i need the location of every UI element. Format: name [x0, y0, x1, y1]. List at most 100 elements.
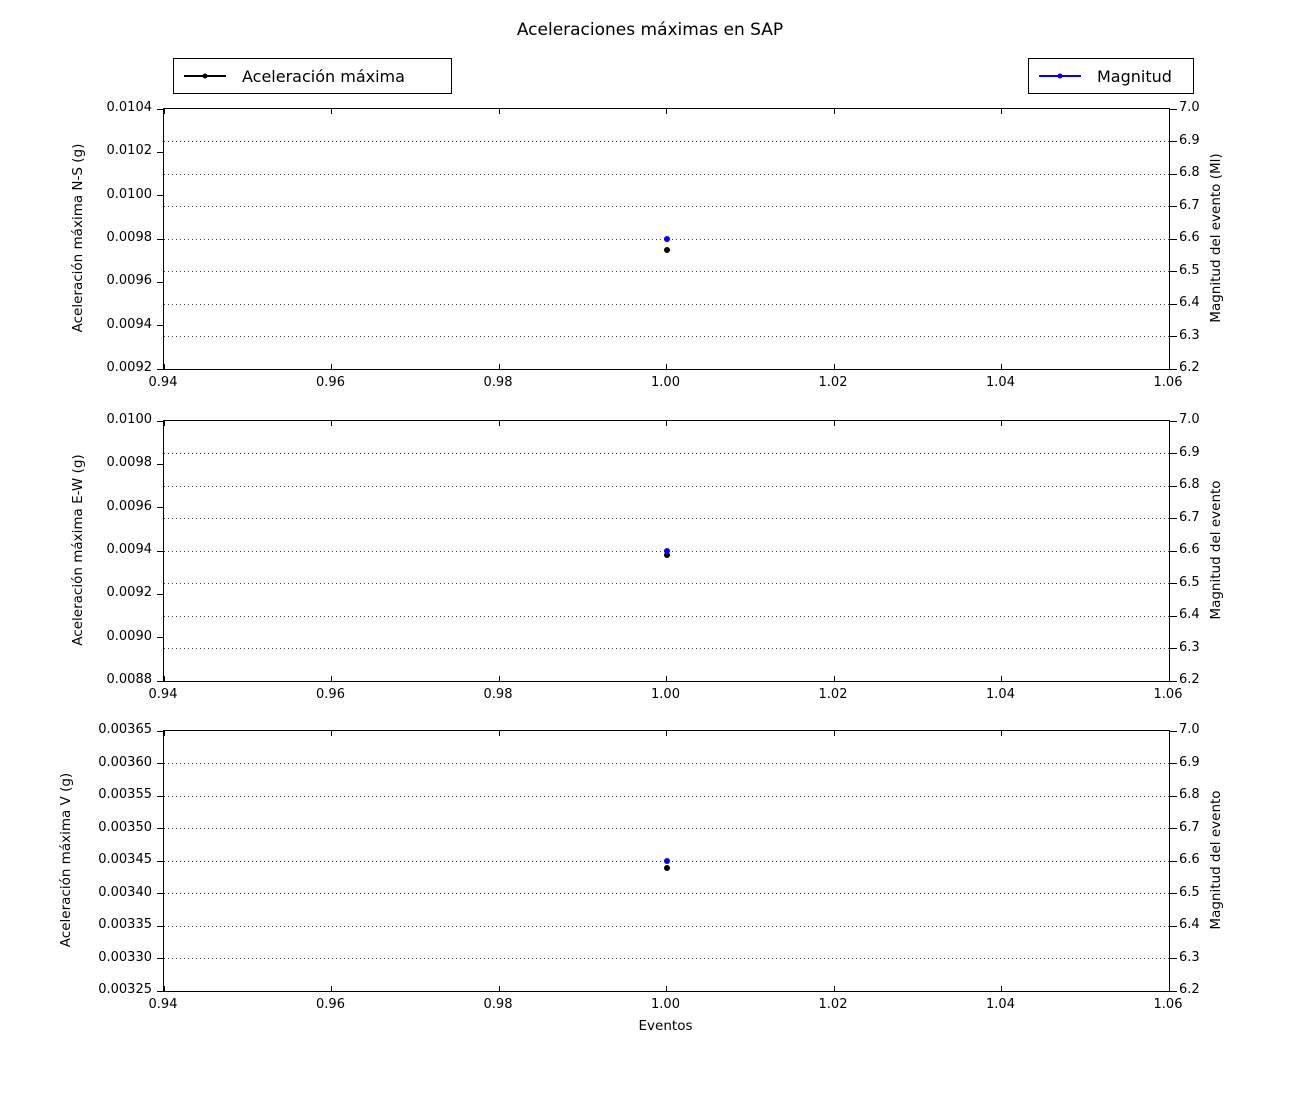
subplot-2 [157, 420, 1177, 682]
magnitude-line-marker-icon [1039, 69, 1081, 83]
y-tick-label-left: 0.00345 [98, 852, 152, 867]
y-tick-label-right: 6.2 [1179, 360, 1200, 375]
y-tick-label-left: 0.0098 [106, 230, 153, 245]
x-tick-top [1168, 109, 1170, 114]
gridline [164, 336, 1169, 337]
y-tick-label-right: 6.9 [1179, 132, 1200, 148]
xlabel-eventos: Eventos [638, 1018, 693, 1034]
gridline [164, 485, 1169, 487]
gridline [164, 958, 1169, 959]
x-tick-top [1001, 421, 1002, 426]
y-tick-label-right: 6.2 [1179, 672, 1200, 687]
y-tick-right [1169, 730, 1177, 732]
subplot-3 [157, 730, 1177, 992]
y-tick-label-right: 7.0 [1179, 100, 1200, 115]
gridline [164, 583, 1169, 584]
y-tick-right [1169, 583, 1177, 584]
y-tick-left [157, 507, 164, 509]
x-tick-label: 1.00 [651, 997, 680, 1012]
y-tick-left [157, 463, 164, 465]
y-tick-left [157, 958, 164, 959]
y-tick-right [1169, 173, 1177, 175]
gridline [164, 925, 1169, 927]
y-tick-label-left: 0.0096 [106, 273, 153, 289]
acceleration-legend-dot [202, 73, 208, 79]
x-tick-top [666, 421, 667, 426]
x-tick-bottom [666, 676, 667, 681]
x-tick-top [666, 109, 667, 114]
x-tick-bottom [833, 364, 835, 369]
gridline [164, 795, 1169, 797]
y-tick-label-left: 0.0098 [106, 455, 153, 471]
y-tick-label-right: 6.6 [1179, 852, 1200, 867]
x-tick-label: 0.98 [483, 375, 513, 390]
y-tick-right [1169, 828, 1177, 829]
y-tick-label-right: 6.2 [1179, 982, 1200, 997]
x-tick-top [1001, 731, 1002, 736]
y-tick-right [1169, 206, 1177, 207]
y-tick-right [1169, 336, 1177, 337]
gridline [164, 141, 1169, 142]
gridline [164, 303, 1169, 305]
y-tick-label-right: 7.0 [1179, 722, 1200, 737]
x-tick-top [331, 421, 332, 426]
data-point-magnitude [663, 236, 670, 242]
y-tick-label-left: 0.00330 [98, 949, 152, 965]
y-tick-left [157, 893, 164, 894]
y-tick-right [1169, 990, 1177, 992]
y-tick-label-right: 6.7 [1179, 819, 1200, 835]
y-tick-left [157, 990, 164, 992]
y-tick-label-right: 6.5 [1179, 262, 1200, 278]
x-tick-label: 1.04 [986, 375, 1015, 390]
gridline [164, 615, 1169, 617]
y-tick-left [157, 860, 164, 862]
x-tick-label: 1.02 [818, 375, 848, 390]
y-tick-right [1169, 763, 1177, 764]
x-tick-bottom [163, 986, 165, 991]
x-tick-bottom [1001, 676, 1002, 681]
x-tick-bottom [498, 676, 500, 681]
data-point-magnitude [663, 858, 670, 864]
subplot-1 [157, 108, 1177, 370]
gridline [164, 893, 1169, 894]
y-tick-label-left: 0.00350 [98, 819, 152, 835]
x-tick-top [833, 421, 835, 426]
y-tick-label-right: 6.9 [1179, 754, 1200, 770]
gridline [164, 453, 1169, 454]
y-tick-left [157, 368, 164, 370]
y-tick-left [157, 680, 164, 682]
x-tick-bottom [331, 676, 332, 681]
y-tick-right [1169, 615, 1177, 617]
y-tick-label-left: 0.0094 [106, 316, 153, 332]
x-tick-top [163, 109, 165, 114]
y-tick-label-left: 0.0088 [106, 672, 153, 687]
gridline [164, 648, 1169, 649]
x-tick-top [666, 731, 667, 736]
y-tick-label-left: 0.0096 [106, 498, 153, 514]
y-tick-label-left: 0.0094 [106, 542, 153, 557]
y-tick-label-right: 6.3 [1179, 949, 1200, 965]
x-tick-label: 1.02 [818, 687, 848, 702]
x-tick-top [498, 731, 500, 736]
y-tick-right [1169, 368, 1177, 370]
y-tick-right [1169, 271, 1177, 272]
y-tick-label-right: 6.5 [1179, 574, 1200, 590]
legend-acceleration-label: Aceleración máxima [242, 66, 405, 86]
y-tick-label-right: 6.5 [1179, 884, 1200, 900]
y-tick-label-right: 6.3 [1179, 327, 1200, 343]
y-tick-right [1169, 925, 1177, 927]
x-tick-label: 0.94 [148, 375, 178, 390]
x-tick-top [1001, 109, 1002, 114]
y-tick-label-right: 6.9 [1179, 444, 1200, 460]
x-tick-label: 0.94 [148, 997, 178, 1012]
legend-magnitude: Magnitud [1028, 58, 1194, 94]
x-tick-bottom [163, 364, 165, 369]
x-tick-label: 1.06 [1153, 997, 1183, 1012]
y-tick-label-right: 6.8 [1179, 477, 1200, 492]
y-tick-label-right: 6.6 [1179, 542, 1200, 557]
x-tick-label: 0.94 [148, 687, 178, 702]
y-tick-left [157, 795, 164, 797]
gridline [164, 271, 1169, 272]
y-tick-label-right: 6.7 [1179, 509, 1200, 525]
